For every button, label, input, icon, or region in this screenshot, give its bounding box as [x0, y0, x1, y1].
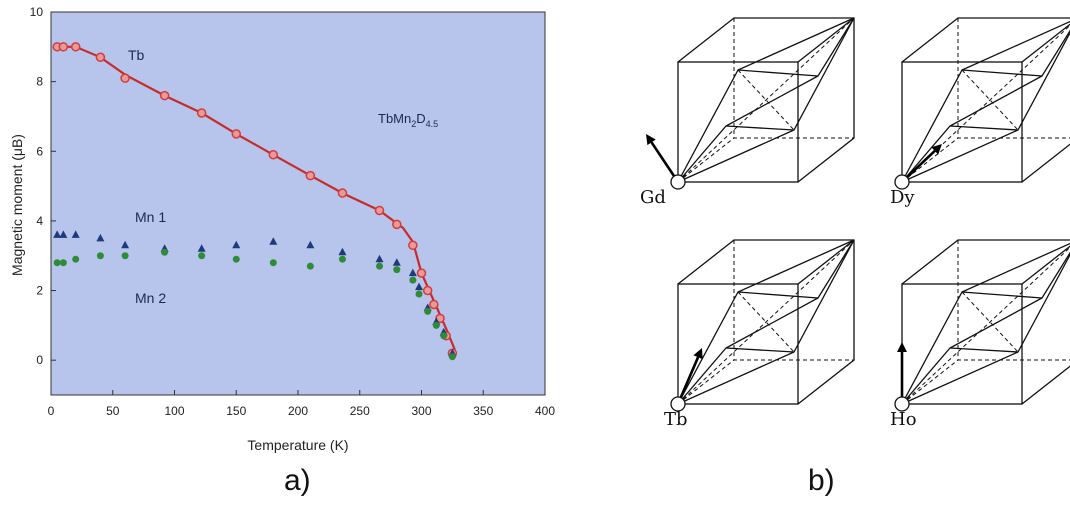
y-tick-label: 8 [36, 75, 43, 89]
cube-hidden-edges [734, 18, 854, 138]
cube-diagram-gd [646, 18, 854, 189]
cube-hidden-edges [958, 240, 1070, 360]
tb-point [59, 43, 67, 51]
y-tick-label: 6 [36, 144, 43, 158]
annotation-tb: Tb [128, 47, 145, 63]
label-ho: Ho [890, 409, 917, 430]
mn-2-point [449, 353, 456, 360]
mn-2-point [433, 322, 440, 329]
mn-2-point [60, 259, 67, 266]
label-gd: Gd [640, 187, 666, 208]
annotation-mn1: Mn 1 [135, 209, 166, 225]
x-tick-label: 150 [226, 404, 246, 418]
tb-point [393, 220, 401, 228]
compound-sub2: 4.5 [426, 119, 439, 129]
tb-point [96, 53, 104, 61]
tb-point [409, 241, 417, 249]
mn-2-point [270, 259, 277, 266]
cube-back-edges [902, 240, 1070, 404]
mn-2-point [233, 256, 240, 263]
panel-a-caption: a) [284, 464, 311, 498]
x-tick-label: 0 [48, 404, 55, 418]
mn-2-point [424, 308, 431, 315]
tb-point [72, 43, 80, 51]
x-tick-label: 100 [164, 404, 184, 418]
x-tick-label: 200 [288, 404, 308, 418]
tb-point [430, 300, 438, 308]
cube-diagram-tb [671, 240, 854, 411]
mn-2-point [72, 256, 79, 263]
mn-2-point [198, 252, 205, 259]
y-tick-label: 0 [36, 353, 43, 367]
mn-2-point [307, 263, 314, 270]
annotation-mn2: Mn 2 [135, 290, 166, 306]
tb-point [198, 109, 206, 117]
mn-2-point [339, 256, 346, 263]
cube-diagram-ho [895, 240, 1070, 411]
x-tick-label: 250 [350, 404, 370, 418]
tb-point [306, 172, 314, 180]
y-tick-label: 2 [36, 284, 43, 298]
x-tick-label: 50 [106, 404, 120, 418]
y-axis-label: Magnetic moment (μB) [9, 134, 25, 276]
cube-diagram-dy [895, 18, 1070, 189]
tb-point [161, 92, 169, 100]
x-tick-label: 400 [535, 404, 555, 418]
tb-point [424, 287, 432, 295]
mn-2-point [161, 249, 168, 256]
rhombohedron-edge [738, 70, 818, 76]
body-diagonal [678, 18, 854, 182]
y-tick-label: 10 [30, 5, 44, 19]
cube-front-face [678, 284, 798, 404]
rhombohedron-edge [962, 70, 1042, 76]
mn-2-point [440, 332, 447, 339]
mn-2-point [409, 277, 416, 284]
panel-b-caption: b) [808, 464, 835, 498]
label-tb: Tb [664, 409, 688, 430]
plot-background [51, 12, 545, 395]
tb-point [338, 189, 346, 197]
cube-front-face [902, 284, 1022, 404]
mn-2-point [393, 266, 400, 273]
mn-2-point [97, 252, 104, 259]
rhombohedron-edge [962, 292, 1042, 298]
spin-direction-diagrams: Gd Dy Tb Ho [620, 0, 1070, 470]
tb-point [232, 130, 240, 138]
mn-2-point [122, 252, 129, 259]
mn-2-point [416, 291, 423, 298]
cube-front-face [678, 62, 798, 182]
y-tick-label: 4 [36, 214, 43, 228]
spin-arrow-head [897, 342, 907, 352]
x-tick-label: 350 [473, 404, 493, 418]
cube-hidden-edges [958, 18, 1070, 138]
body-diagonal [678, 240, 854, 404]
x-axis-label: Temperature (K) [247, 437, 348, 453]
mn-2-point [376, 263, 383, 270]
cube-hidden-edges [734, 240, 854, 360]
mn-2-point [54, 259, 61, 266]
rhombohedron-edge [738, 292, 818, 298]
tb-point [121, 74, 129, 82]
x-tick-label: 300 [411, 404, 431, 418]
label-dy: Dy [890, 187, 915, 208]
tb-point [376, 206, 384, 214]
atom-circle [671, 175, 685, 189]
compound-mid: D [416, 111, 425, 126]
compound-prefix: TbMn [378, 111, 411, 126]
tb-point [418, 269, 426, 277]
tb-point [269, 151, 277, 159]
